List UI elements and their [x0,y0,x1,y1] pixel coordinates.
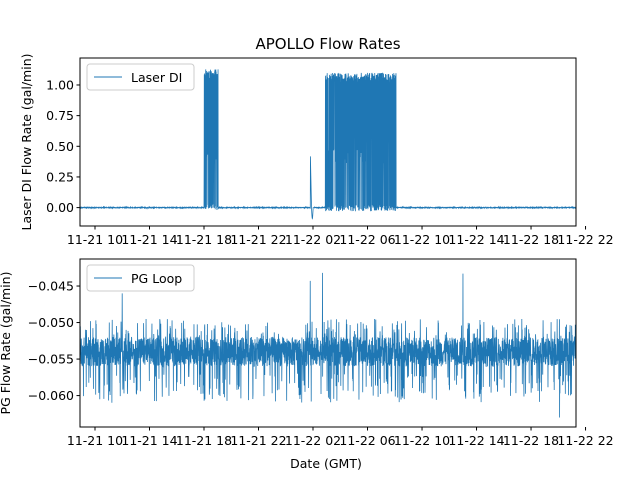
bottom-xtick-label: 11-22 10 [394,433,450,448]
top-legend-label: Laser DI [131,70,182,85]
bottom-ytick-label: −0.055 [28,352,74,367]
bottom-xtick-label: 11-22 02 [285,433,341,448]
bottom-xtick-label: 11-22 06 [339,433,395,448]
top-y-axis-label: Laser DI Flow Rate (gal/min) [19,54,34,231]
top-legend: Laser DI [86,63,195,91]
top-xtick-label: 11-22 10 [394,232,450,247]
bottom-xtick-label: 11-21 22 [230,433,286,448]
bottom-xtick-label: 11-21 14 [121,433,177,448]
bottom-ytick-label: −0.060 [28,388,74,403]
top-xtick-label: 11-21 18 [176,232,232,247]
top-ytick-label: 0.25 [46,169,74,184]
laser-di-series-line [80,69,576,220]
top-xtick-label: 11-21 22 [230,232,286,247]
bottom-axes-frame [79,258,577,428]
top-xtick-label: 11-22 02 [285,232,341,247]
top-axes-frame [79,57,577,227]
top-xtick-label: 11-22 22 [557,232,613,247]
chart-title: APOLLO Flow Rates [255,35,400,53]
bottom-xtick-label: 11-21 18 [176,433,232,448]
bottom-xtick-label: 11-22 18 [503,433,559,448]
x-axis-label: Date (GMT) [290,456,362,471]
bottom-xtick-label: 11-22 22 [557,433,613,448]
top-ytick-label: 1.00 [46,77,74,92]
top-xtick-label: 11-22 18 [503,232,559,247]
top-xtick-label: 11-21 14 [121,232,177,247]
bottom-ytick-label: −0.050 [28,315,74,330]
bottom-xtick-label: 11-21 10 [67,433,123,448]
bottom-y-axis-label: PG Flow Rate (gal/min) [0,272,13,415]
bottom-legend-label: PG Loop [131,271,182,286]
bottom-xtick-label: 11-22 14 [448,433,504,448]
top-ytick-label: 0.75 [46,108,74,123]
top-xtick-label: 11-21 10 [67,232,123,247]
top-xtick-label: 11-22 06 [339,232,395,247]
top-ytick-label: 0.50 [46,139,74,154]
top-xtick-label: 11-22 14 [448,232,504,247]
bottom-legend: PG Loop [86,264,195,292]
bottom-ytick-label: −0.045 [28,279,74,294]
top-ytick-label: 0.00 [46,200,74,215]
pg-loop-series-line [80,272,576,418]
